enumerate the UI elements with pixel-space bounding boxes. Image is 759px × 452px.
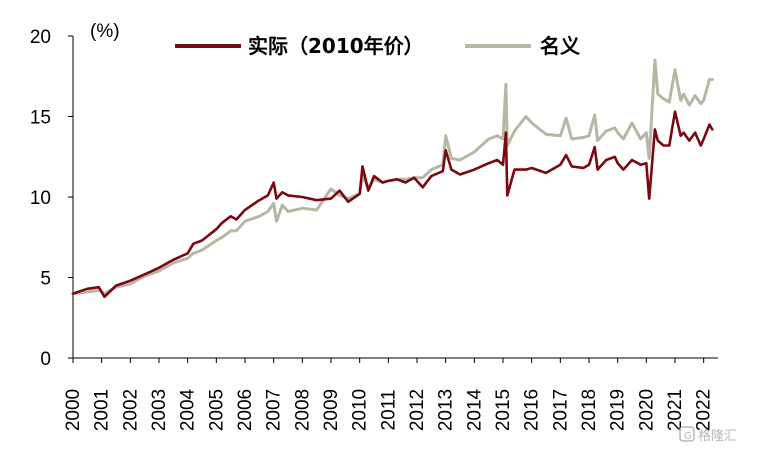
x-tick-label: 2019 (608, 389, 629, 431)
x-tick-label: 2006 (235, 389, 256, 431)
series-line-real (71, 110, 714, 299)
x-tick-label: 2021 (665, 389, 686, 431)
y-axis-ticks: 0 5 10 15 20 (30, 27, 73, 370)
series-line-nominal (71, 58, 714, 296)
x-tick-label: 2011 (378, 390, 399, 431)
watermark-text: 格隆汇 (698, 428, 737, 444)
legend: 实际（2010年价） 名义 (175, 34, 580, 58)
watermark-logo-glyph: G (684, 431, 692, 442)
x-tick-label: 2022 (694, 389, 715, 431)
x-tick-label: 2010 (350, 389, 371, 431)
x-tick-label: 2013 (436, 389, 457, 431)
y-tick-label: 15 (30, 108, 51, 129)
watermark-logo-icon (679, 426, 695, 442)
x-tick-label: 2001 (92, 389, 113, 431)
x-tick-label: 2009 (321, 389, 342, 431)
x-tick-label: 2002 (120, 389, 141, 431)
x-tick-label: 2020 (636, 389, 657, 431)
x-axis-ticks: 2000 2001 2002 2003 2004 2005 2006 2007 2008 2009… (63, 358, 715, 431)
x-tick-label: 2007 (264, 389, 285, 431)
x-tick-label: 2005 (206, 389, 227, 431)
x-tick-label: 2012 (407, 389, 428, 431)
x-tick-label: 2004 (178, 388, 199, 431)
series-group (71, 58, 714, 299)
x-tick-label: 2016 (522, 389, 543, 431)
x-tick-label: 2014 (464, 388, 485, 431)
y-tick-label: 20 (30, 27, 51, 48)
x-tick-label: 2017 (550, 389, 571, 431)
x-tick-label: 2000 (63, 389, 84, 431)
y-tick-label: 5 (40, 269, 51, 290)
axes (72, 36, 718, 359)
x-tick-label: 2003 (149, 389, 170, 431)
y-tick-label: 10 (30, 188, 51, 209)
watermark: G 格隆汇 (679, 426, 737, 444)
y-axis-unit-label: (%) (90, 21, 120, 42)
y-tick-label: 0 (40, 349, 51, 370)
x-tick-label: 2018 (579, 389, 600, 431)
x-tick-label: 2008 (292, 389, 313, 431)
legend-label: 名义 (540, 34, 580, 58)
legend-label: 实际（2010年价） (248, 34, 424, 58)
x-tick-label: 2015 (493, 389, 514, 431)
